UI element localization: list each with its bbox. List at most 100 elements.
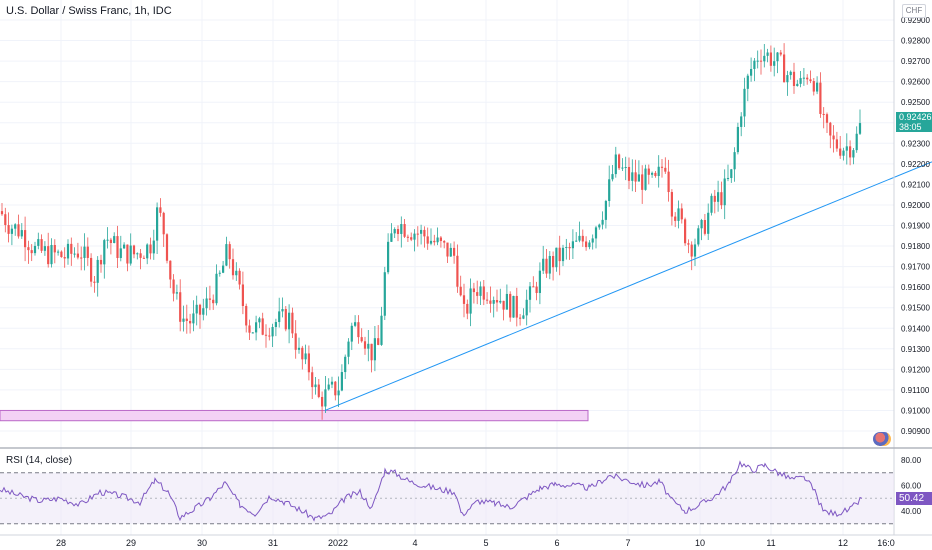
- candle-body: [819, 82, 822, 114]
- candle-body: [717, 192, 720, 202]
- candle-body: [347, 341, 350, 357]
- candle-body: [674, 216, 677, 221]
- candle-body: [47, 246, 50, 265]
- candle-body: [789, 71, 792, 76]
- candle-body: [459, 286, 462, 296]
- rsi-line: [0, 460, 863, 522]
- candle-body: [730, 169, 733, 178]
- candle-body: [519, 317, 522, 319]
- candle-body: [27, 247, 30, 251]
- time-tick-label: 10: [695, 538, 705, 548]
- candle-body: [535, 286, 538, 293]
- candle-body: [60, 251, 63, 258]
- flag-icon[interactable]: [873, 432, 891, 446]
- candle-body: [96, 259, 99, 283]
- candle-body: [604, 200, 607, 220]
- candle-body: [839, 148, 842, 156]
- candle-body: [509, 293, 512, 318]
- candle-body: [835, 139, 838, 149]
- candle-body: [297, 347, 301, 350]
- candle-body: [654, 172, 657, 177]
- candle-body: [195, 304, 198, 314]
- candle-body: [169, 260, 172, 280]
- rsi-axis[interactable]: 80.00 60.00 40.00: [901, 456, 922, 516]
- candle-body: [337, 390, 340, 396]
- candle-body: [291, 312, 294, 334]
- candle-body: [707, 212, 710, 234]
- candle-body: [189, 320, 192, 324]
- candle-body: [776, 52, 779, 62]
- candle-body: [552, 255, 555, 268]
- candle-body: [80, 257, 83, 259]
- candle-body: [644, 168, 647, 190]
- candle-body: [842, 150, 845, 156]
- candle-body: [142, 257, 145, 259]
- candle-body: [245, 305, 248, 326]
- candle-body: [618, 154, 621, 169]
- candle-body: [433, 240, 436, 243]
- candle-body: [641, 174, 644, 190]
- candle-body: [624, 166, 627, 168]
- candle-body: [723, 178, 726, 206]
- candle-body: [307, 353, 310, 373]
- candle-body: [634, 172, 637, 182]
- candle-body: [486, 299, 489, 301]
- candle-body: [93, 281, 96, 283]
- candle-body: [713, 195, 716, 202]
- candle-body: [116, 236, 119, 258]
- candle-body: [740, 116, 743, 127]
- candle-body: [350, 325, 353, 342]
- candle-body: [377, 338, 380, 345]
- currency-button[interactable]: CHF: [902, 4, 926, 18]
- candle-body: [57, 251, 60, 253]
- trendline[interactable]: [324, 161, 932, 411]
- candle-body: [482, 286, 485, 300]
- candle-body: [472, 288, 475, 293]
- candle-body: [119, 248, 122, 258]
- candle-body: [753, 60, 756, 69]
- candle-body: [390, 233, 393, 242]
- candle-body: [802, 77, 805, 79]
- candle-body: [235, 270, 238, 276]
- candle-body: [53, 245, 56, 253]
- candle-body: [363, 341, 367, 349]
- price-tick-label: 0.92500: [901, 98, 930, 107]
- candle-body: [515, 295, 518, 318]
- candle-body: [294, 333, 297, 350]
- candle-body: [400, 224, 403, 234]
- candle-body: [733, 152, 736, 170]
- candle-body: [334, 381, 337, 396]
- time-tick-label: 11: [766, 538, 775, 548]
- price-tick-label: 0.92300: [901, 139, 930, 148]
- candle-body: [627, 166, 631, 181]
- price-tick-label: 0.92700: [901, 57, 930, 66]
- price-tick-label: 0.91800: [901, 242, 930, 251]
- price-axis[interactable]: 0.92900 0.92800 0.92700 0.92600 0.92500 0.924…: [901, 16, 930, 436]
- time-tick-label: 4: [412, 538, 417, 548]
- candle-body: [109, 239, 112, 244]
- candle-body: [816, 82, 819, 92]
- current-price-tag: 0.92426 38:05: [896, 112, 932, 132]
- grid: [0, 0, 894, 535]
- candle-body: [469, 288, 472, 314]
- candle-body: [746, 75, 749, 89]
- support-zone[interactable]: [0, 409, 589, 422]
- candle-body: [809, 79, 812, 82]
- candle-body: [403, 224, 406, 237]
- candle-body: [849, 146, 852, 158]
- candle-body: [799, 78, 802, 84]
- candle-body: [439, 237, 442, 242]
- candle-body: [806, 77, 809, 80]
- candle-body: [558, 247, 561, 262]
- candle-body: [324, 389, 327, 407]
- candle-body: [149, 244, 152, 254]
- candle-body: [215, 273, 218, 304]
- time-axis[interactable]: 28 29 30 31 2022 4 5 6 7 10 11 12 16:0: [56, 538, 895, 548]
- candle-body: [159, 207, 162, 213]
- candle-body: [420, 229, 423, 234]
- candle-body: [825, 114, 829, 123]
- candle-body: [198, 304, 202, 315]
- candle-body: [763, 55, 766, 62]
- candle-body: [608, 179, 611, 201]
